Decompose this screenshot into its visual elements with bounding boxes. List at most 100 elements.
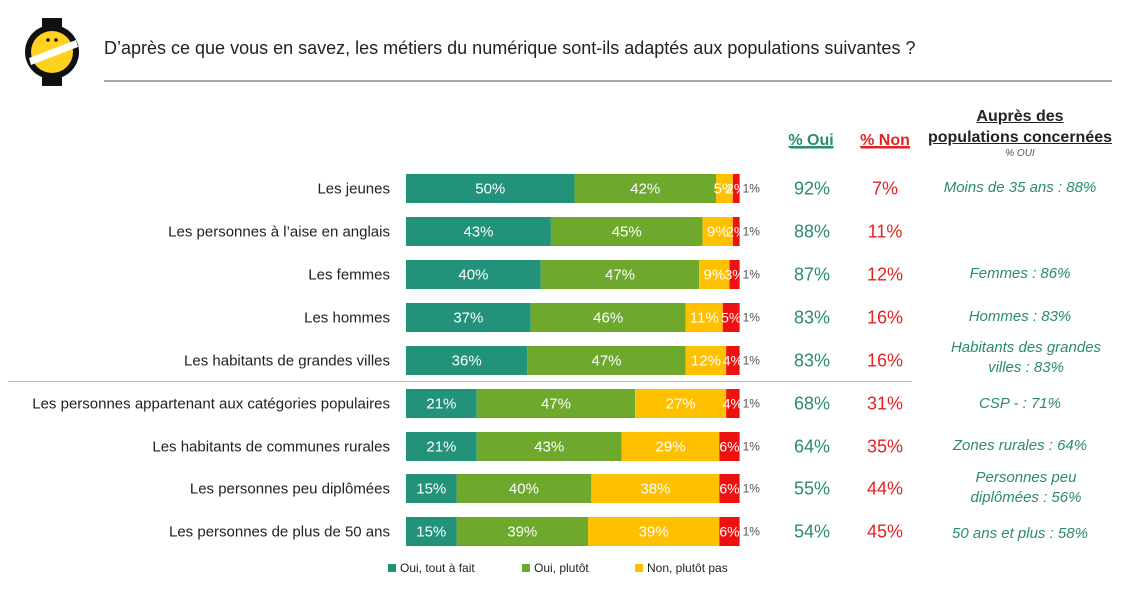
bar-data-label: 9%: [707, 224, 729, 241]
residual-label: 1%: [743, 268, 761, 282]
bar-data-label: 40%: [458, 267, 488, 284]
bar-segment: [527, 346, 686, 375]
non-total: 44%: [867, 479, 903, 499]
bar-data-label: 42%: [630, 181, 660, 198]
bar-data-label: 15%: [416, 481, 446, 498]
bar-segment: [635, 389, 727, 418]
bar-segment: [574, 174, 717, 203]
bar-segment: [406, 260, 541, 289]
residual-label: 1%: [743, 397, 761, 411]
bar-data-label: 6%: [719, 524, 739, 540]
bar-data-label: 47%: [605, 267, 635, 284]
bar-data-label: 38%: [640, 481, 670, 498]
bar-data-label: 2%: [726, 224, 746, 240]
oui-total: 92%: [794, 179, 830, 199]
bar-segment: [587, 517, 720, 546]
title-divider: [104, 80, 1112, 82]
bar-segment: [699, 260, 730, 289]
bar-segment: [732, 217, 740, 246]
legend-label: Non, plutôt pas: [647, 561, 728, 575]
subgroup-note: Femmes : 86%: [969, 265, 1071, 282]
subgroup-note: Hommes : 83%: [968, 308, 1072, 325]
bar-data-label: 39%: [507, 524, 537, 541]
brand-logo: [25, 18, 79, 86]
residual-label: 1%: [743, 440, 761, 454]
residual-label: 1%: [743, 182, 761, 196]
bar-data-label: 9%: [704, 267, 726, 284]
bar-data-label: 21%: [426, 439, 456, 456]
bar-segment: [719, 432, 740, 461]
category-label: Les personnes de plus de 50 ans: [169, 524, 390, 541]
non-total: 45%: [867, 522, 903, 542]
non-column-header: % Non: [860, 132, 910, 149]
residual-label: 1%: [743, 225, 761, 239]
subgroup-note: Personnes peu diplômées : 56%: [970, 469, 1082, 506]
bar-segment: [732, 174, 740, 203]
residual-label: 1%: [743, 482, 761, 496]
bar-segment: [456, 517, 588, 546]
bar-data-label: 46%: [593, 310, 623, 327]
bar-segment: [406, 389, 477, 418]
residual-label: 1%: [743, 311, 761, 325]
oui-total: 83%: [794, 351, 830, 371]
bar-segment: [406, 346, 528, 375]
bar-data-label: 47%: [591, 353, 621, 370]
subgroup-note: Zones rurales : 64%: [952, 437, 1088, 454]
bar-segment: [406, 303, 531, 332]
bar-segment: [719, 517, 740, 546]
bar-data-label: 2%: [726, 181, 746, 197]
category-label: Les habitants de communes rurales: [152, 439, 390, 456]
legend-label: Oui, tout à fait: [400, 561, 475, 575]
bar-data-label: 5%: [721, 310, 741, 326]
bar-data-label: 50%: [475, 181, 505, 198]
bar-segment: [726, 346, 740, 375]
category-label: Les habitants de grandes villes: [184, 353, 390, 370]
bar-data-label: 4%: [723, 353, 743, 369]
page-title: D’après ce que vous en savez, les métier…: [104, 38, 916, 58]
bar-segment: [476, 432, 622, 461]
category-label: Les personnes à l’aise en anglais: [168, 224, 390, 241]
non-total: 31%: [867, 394, 903, 414]
bar-data-label: 39%: [639, 524, 669, 541]
bar-segment: [550, 217, 703, 246]
subgroup-header-line2: populations concernées: [927, 129, 1113, 146]
bar-data-label: 6%: [719, 481, 739, 497]
bar-data-label: 12%: [691, 353, 721, 370]
non-total: 16%: [867, 308, 903, 328]
legend-swatch: [635, 564, 643, 572]
category-label: Les personnes appartenant aux catégories…: [32, 396, 390, 413]
subgroup-note: CSP - : 71%: [979, 395, 1061, 412]
category-label: Les hommes: [304, 310, 390, 327]
non-total: 12%: [867, 265, 903, 285]
legend-swatch: [388, 564, 396, 572]
bar-segment: [726, 389, 740, 418]
oui-total: 64%: [794, 437, 830, 457]
bar-data-label: 29%: [656, 439, 686, 456]
bar-segment: [716, 174, 733, 203]
bar-data-label: 4%: [723, 396, 743, 412]
non-total: 11%: [868, 222, 903, 242]
non-total: 7%: [872, 179, 898, 199]
bar-data-label: 45%: [612, 224, 642, 241]
oui-total: 68%: [794, 394, 830, 414]
bar-data-label: 43%: [463, 224, 493, 241]
bar-data-label: 43%: [534, 439, 564, 456]
bar-segment: [406, 174, 575, 203]
subgroup-header-line1: Auprès des: [976, 108, 1064, 125]
subgroup-note: Moins de 35 ans : 88%: [943, 179, 1097, 196]
bar-segment: [406, 432, 477, 461]
legend-label: Oui, plutôt: [534, 561, 589, 575]
oui-total: 83%: [794, 308, 830, 328]
subgroup-note: 50 ans et plus : 58%: [952, 525, 1088, 542]
bar-data-label: 40%: [509, 481, 539, 498]
bar-segment: [406, 474, 457, 503]
bar-data-label: 11%: [690, 310, 719, 327]
bar-data-label: 47%: [541, 396, 571, 413]
bar-segment: [722, 303, 740, 332]
oui-total: 54%: [794, 522, 830, 542]
bar-segment: [729, 260, 740, 289]
bar-segment: [621, 432, 720, 461]
bar-segment: [456, 474, 592, 503]
non-total: 35%: [867, 437, 903, 457]
